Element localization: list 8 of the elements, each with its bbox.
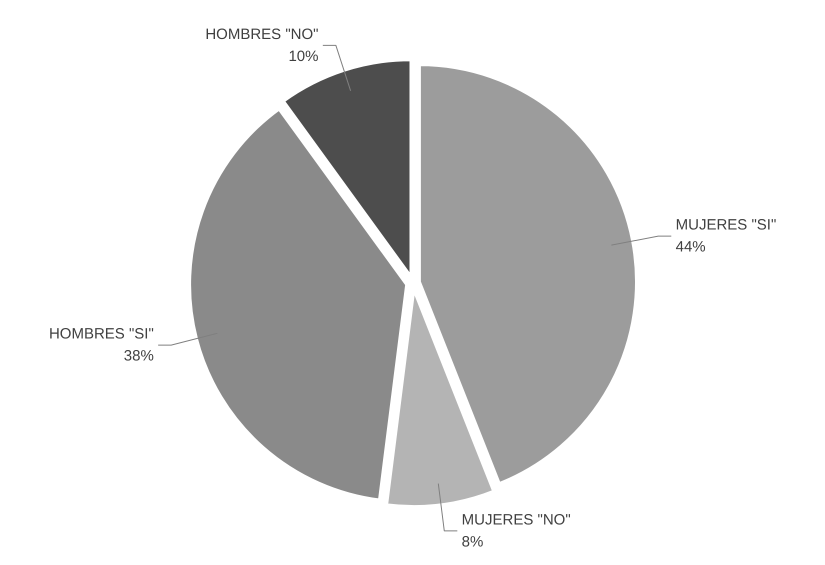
slice-label: HOMBRES "NO"	[205, 26, 318, 43]
slice-label: HOMBRES "SI"	[48, 326, 154, 343]
data-label: 8%	[462, 533, 484, 550]
data-label: 38%	[124, 348, 154, 365]
slice-label: MUJERES "SI"	[676, 216, 776, 234]
slice-label: MUJERES "NO"	[462, 511, 571, 528]
data-label: 44%	[676, 238, 706, 256]
data-label: 10%	[288, 48, 318, 65]
